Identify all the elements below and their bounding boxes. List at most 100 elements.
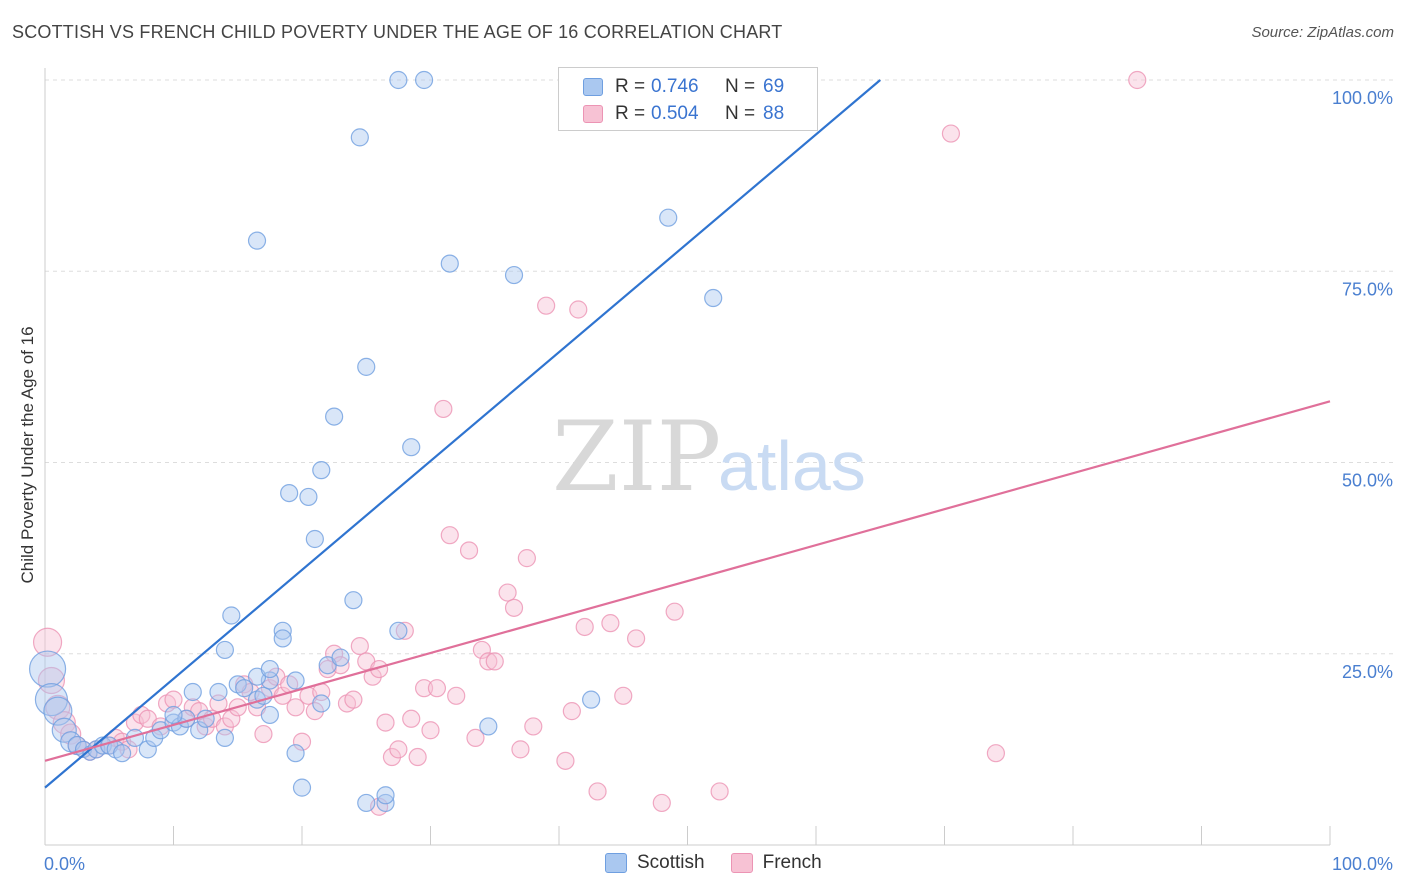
french-point — [665, 602, 684, 621]
scottish-point — [389, 70, 408, 90]
scottish-point — [273, 621, 292, 640]
french-point — [376, 713, 395, 732]
french-point — [575, 617, 594, 637]
french-n-value: 88 — [763, 103, 785, 124]
scottish-point — [414, 70, 434, 90]
french-point — [504, 598, 524, 617]
french-point — [440, 526, 459, 545]
french-point — [331, 656, 350, 675]
x-tick-labels: 0.0% 100.0% — [44, 854, 1393, 874]
scottish-point — [402, 438, 421, 457]
french-point — [222, 709, 241, 728]
scottish-point — [215, 728, 234, 748]
french-point — [402, 709, 421, 728]
scottish-point — [357, 357, 376, 376]
french-point — [395, 621, 414, 640]
french-point — [479, 652, 498, 671]
french-point — [485, 652, 504, 671]
french-point — [254, 724, 273, 744]
scottish-point — [190, 721, 209, 740]
french-point — [569, 300, 588, 319]
scottish-point — [325, 407, 344, 426]
french-point — [414, 679, 434, 698]
scottish-trendline — [44, 79, 881, 789]
french-point — [350, 636, 369, 656]
scottish-r-value: 0.746 — [651, 76, 699, 97]
french-point — [32, 627, 63, 657]
legend-item-scottish[interactable]: Scottish — [605, 852, 705, 874]
scottish-point — [138, 740, 157, 759]
series-legend: Scottish French — [605, 852, 848, 874]
y-tick-labels: 25.0% 50.0% 75.0% 100.0% — [1332, 88, 1393, 682]
legend-row-scottish: R = 0.746 N = 69 — [583, 74, 784, 100]
grid-lines — [45, 79, 1395, 655]
french-point — [626, 629, 646, 648]
legend-label-french: French — [762, 852, 822, 873]
scottish-point — [247, 231, 267, 250]
legend-row-french: R = 0.504 N = 88 — [583, 101, 784, 127]
scottish-point — [215, 640, 234, 660]
french-trendline — [44, 400, 1331, 762]
french-points — [32, 70, 1147, 816]
french-point — [164, 690, 183, 709]
french-point — [652, 793, 671, 813]
scottish-point — [582, 690, 601, 709]
french-point — [1128, 70, 1147, 90]
scottish-point — [222, 606, 241, 625]
french-point — [710, 782, 729, 801]
french-point — [344, 690, 363, 709]
french-point — [601, 614, 620, 633]
french-point — [421, 721, 440, 740]
scottish-point — [280, 484, 299, 503]
french-point — [556, 751, 575, 770]
scottish-point — [376, 786, 395, 805]
scottish-point — [659, 208, 678, 227]
french-point — [562, 702, 581, 721]
french-r-value: 0.504 — [651, 103, 699, 124]
scottish-point — [344, 591, 363, 610]
scottish-point — [299, 487, 318, 507]
scottish-point — [292, 778, 312, 797]
scottish-point — [479, 717, 498, 736]
scottish-point — [331, 648, 350, 667]
scottish-n-value: 69 — [763, 76, 785, 97]
scottish-point — [286, 744, 305, 763]
x-tick-label: 0.0% — [44, 854, 85, 874]
scottish-point — [34, 683, 69, 717]
french-point — [472, 640, 491, 660]
scottish-point — [389, 621, 408, 640]
french-point — [517, 549, 536, 568]
scottish-point — [112, 744, 132, 763]
scottish-point — [196, 709, 215, 728]
scottish-point — [235, 679, 254, 698]
french-point — [537, 296, 556, 315]
scottish-point — [350, 128, 369, 147]
french-point — [427, 679, 447, 698]
french-point — [408, 747, 427, 767]
watermark-atlas: atlas — [718, 427, 866, 505]
french-point — [459, 541, 479, 560]
r-label: R = — [615, 76, 646, 97]
french-point — [511, 740, 530, 759]
french-point — [286, 698, 305, 717]
french-swatch — [730, 853, 753, 873]
french-point — [466, 728, 485, 748]
legend-item-french[interactable]: French — [730, 852, 822, 874]
scottish-point — [440, 254, 459, 273]
y-tick-label: 50.0% — [1342, 471, 1393, 491]
y-tick-label: 25.0% — [1342, 662, 1393, 682]
scottish-point — [209, 682, 228, 702]
source-label: Source: ZipAtlas.com — [1251, 24, 1394, 41]
scottish-point — [704, 288, 723, 308]
french-point — [941, 124, 961, 143]
french-point — [986, 744, 1006, 763]
y-tick-label: 75.0% — [1342, 279, 1393, 299]
legend-label-scottish: Scottish — [637, 852, 705, 873]
chart-title: SCOTTISH VS FRENCH CHILD POVERTY UNDER T… — [12, 22, 783, 42]
scottish-point — [312, 694, 331, 713]
n-label: N = — [725, 76, 756, 97]
x-tick-label: 100.0% — [1332, 854, 1393, 874]
scottish-point — [357, 793, 376, 813]
scottish-point — [286, 671, 305, 690]
